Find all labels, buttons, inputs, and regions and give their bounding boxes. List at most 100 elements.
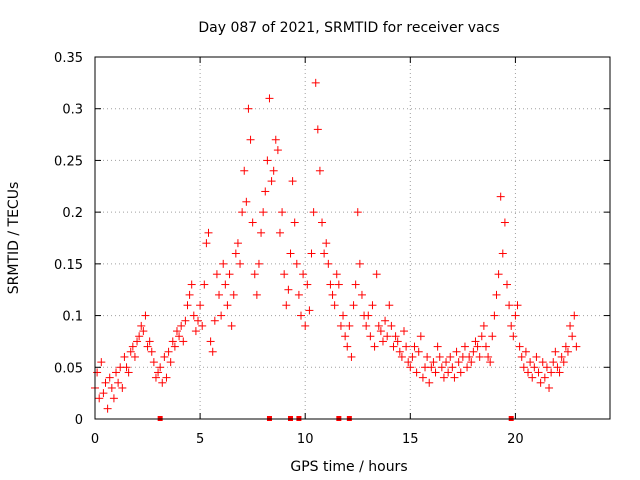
data-point [467,358,476,367]
data-point [137,321,146,330]
data-point [330,301,339,310]
data-point [513,301,522,310]
data-point [473,342,482,351]
data-point [311,78,320,87]
data-point [460,342,469,351]
data-point [416,332,425,341]
data-point [299,270,308,279]
data-point [265,94,274,103]
data-point [566,321,575,330]
data-point [383,332,392,341]
data-point [166,358,175,367]
data-point [452,347,461,356]
data-point [488,332,497,341]
data-point [210,316,219,325]
y-tick-label: 0.25 [54,154,83,169]
data-point [559,358,568,367]
data-point [278,208,287,217]
data-point [271,135,280,144]
data-point [503,280,511,289]
data-point [309,208,318,217]
data-point [158,378,167,387]
data-point [269,166,278,175]
data-point [170,342,179,351]
data-point [267,177,276,186]
data-point [181,316,190,325]
data-point [99,389,108,398]
data-point [254,259,263,268]
data-point [244,104,253,113]
data-point [538,358,547,367]
data-point [246,135,255,144]
data-point [528,373,537,382]
data-point [334,280,343,289]
data-point [479,321,488,330]
data-point [286,249,295,258]
data-point [490,311,499,320]
data-point [120,352,129,361]
data-point [551,347,560,356]
data-point [259,208,268,217]
data-point [351,280,360,289]
data-point [273,146,282,155]
data-point [313,125,322,134]
data-point [133,337,142,346]
data-point [215,290,224,299]
data-point [194,316,202,325]
data-point [446,352,455,361]
data-point [130,352,139,361]
data-point [227,321,236,330]
data-point [261,187,270,196]
data-point [185,290,194,299]
data-point [324,259,333,268]
data-point [572,342,581,351]
y-tick-label: 0.3 [62,103,83,118]
x-axis: 0 5 10 15 20 [91,57,524,447]
data-point [387,321,396,330]
data-point [412,368,421,377]
data-point [345,321,354,330]
data-point [385,301,394,310]
data-point [515,342,524,351]
data-point [570,311,579,320]
data-point [198,321,207,330]
data-point [318,218,327,227]
data-point [236,259,245,268]
x-tick-label: 0 [91,432,99,447]
data-point [494,270,503,279]
data-point [393,337,402,346]
data-point [322,239,331,248]
data-point [97,358,106,367]
data-point [303,280,312,289]
data-point [292,259,301,268]
data-point [437,363,446,372]
data-point [154,368,163,377]
data-point [505,301,514,310]
y-axis: 0 0.05 0.1 0.15 0.2 0.25 0.3 0.35 [54,51,610,428]
data-point [200,280,209,289]
data-point [530,363,539,372]
data-point [463,363,472,372]
y-tick-label: 0 [75,413,83,428]
data-point [223,301,232,310]
data-point [376,327,385,336]
data-point [147,347,156,356]
data-point [524,368,533,377]
data-point [492,290,501,299]
y-tick-label: 0.1 [62,310,83,325]
data-point [221,280,230,289]
data-point [93,368,102,377]
data-point [305,306,314,315]
data-point [553,363,562,372]
data-point [112,368,121,377]
data-point [542,363,551,372]
data-point [284,285,293,294]
data-point [257,228,266,237]
data-point [517,352,526,361]
data-point [103,404,112,413]
data-point [231,249,240,258]
data-point [301,321,310,330]
data-point [168,337,177,346]
y-tick-label: 0.35 [54,51,83,66]
